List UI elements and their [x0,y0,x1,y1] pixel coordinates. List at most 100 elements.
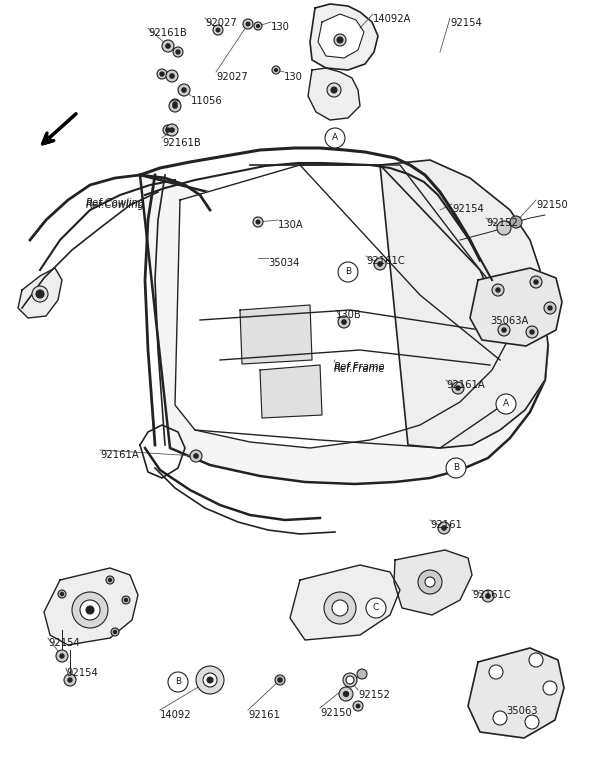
Circle shape [543,681,557,695]
Text: 92154: 92154 [450,18,482,28]
Circle shape [56,650,68,662]
Circle shape [275,675,285,685]
Text: 92161: 92161 [430,520,462,530]
Text: A: A [332,133,338,143]
Text: 92161B: 92161B [148,28,187,38]
Text: B: B [453,463,459,473]
Circle shape [338,262,358,282]
Text: 130: 130 [271,22,290,32]
Circle shape [346,676,354,684]
Circle shape [157,69,167,79]
Circle shape [178,84,190,96]
Polygon shape [260,365,322,418]
Text: Ref.Frame: Ref.Frame [334,362,386,372]
Circle shape [548,306,552,310]
Circle shape [502,328,506,332]
Circle shape [254,22,262,30]
Text: 35063: 35063 [506,706,538,716]
Circle shape [111,628,119,636]
Circle shape [339,687,353,701]
Polygon shape [380,160,548,448]
Polygon shape [468,648,564,738]
Circle shape [353,701,363,711]
Circle shape [173,104,177,108]
Circle shape [343,673,357,687]
Circle shape [36,290,44,298]
Text: postersofbikes.nl: postersofbikes.nl [189,411,331,429]
Circle shape [257,25,259,27]
Circle shape [203,673,217,687]
Polygon shape [394,550,472,615]
Text: 92161C: 92161C [472,590,511,600]
Text: 92027: 92027 [205,18,237,28]
Text: 92154: 92154 [66,668,98,678]
Circle shape [456,386,460,390]
Text: 92161A: 92161A [446,380,485,390]
Circle shape [190,450,202,462]
Text: 92161C: 92161C [366,256,405,266]
Polygon shape [290,565,400,640]
Circle shape [338,316,350,328]
Circle shape [486,594,490,598]
Circle shape [425,577,435,587]
Circle shape [58,590,66,598]
Circle shape [331,87,337,93]
Text: 130A: 130A [278,220,304,230]
Circle shape [182,88,186,92]
Circle shape [162,40,174,52]
Circle shape [173,47,183,57]
Circle shape [452,382,464,394]
Circle shape [32,286,48,302]
Circle shape [324,592,356,624]
Circle shape [438,522,450,534]
Text: 92154: 92154 [48,638,80,648]
Circle shape [278,678,282,682]
Circle shape [125,598,128,601]
Circle shape [544,302,556,314]
Polygon shape [318,14,364,58]
Text: 92161A: 92161A [100,450,139,460]
Circle shape [493,711,507,725]
Circle shape [122,596,130,604]
Circle shape [482,590,494,602]
Circle shape [80,600,100,620]
Circle shape [275,69,277,71]
Circle shape [207,677,213,683]
Circle shape [325,128,345,148]
Circle shape [176,50,180,54]
Circle shape [109,578,112,581]
Circle shape [170,99,180,109]
Circle shape [106,576,114,584]
Text: 92027: 92027 [216,72,248,82]
Text: 92154: 92154 [452,204,484,214]
Circle shape [86,606,94,614]
Circle shape [213,25,223,35]
Polygon shape [240,305,312,364]
Circle shape [496,288,500,292]
Circle shape [334,34,346,46]
Circle shape [64,674,76,686]
Circle shape [68,678,72,682]
Circle shape [342,320,346,324]
Circle shape [344,691,349,697]
Circle shape [526,326,538,338]
Text: 92150: 92150 [536,200,568,210]
Text: 92150: 92150 [320,708,352,718]
Circle shape [166,44,170,48]
Text: 130B: 130B [336,310,362,320]
Circle shape [163,125,173,135]
Polygon shape [140,175,548,484]
Circle shape [173,102,177,106]
Circle shape [166,128,170,132]
Polygon shape [44,568,138,645]
Text: 11056: 11056 [191,96,223,106]
Text: 92152: 92152 [358,690,390,700]
Circle shape [366,598,386,618]
Polygon shape [18,268,62,318]
Circle shape [253,217,263,227]
Circle shape [497,221,511,235]
Circle shape [337,37,343,43]
Circle shape [256,220,260,224]
Text: A: A [503,399,509,408]
Circle shape [168,672,188,692]
